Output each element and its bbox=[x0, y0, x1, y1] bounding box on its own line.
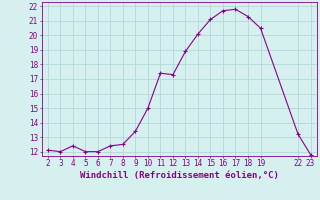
X-axis label: Windchill (Refroidissement éolien,°C): Windchill (Refroidissement éolien,°C) bbox=[80, 171, 279, 180]
